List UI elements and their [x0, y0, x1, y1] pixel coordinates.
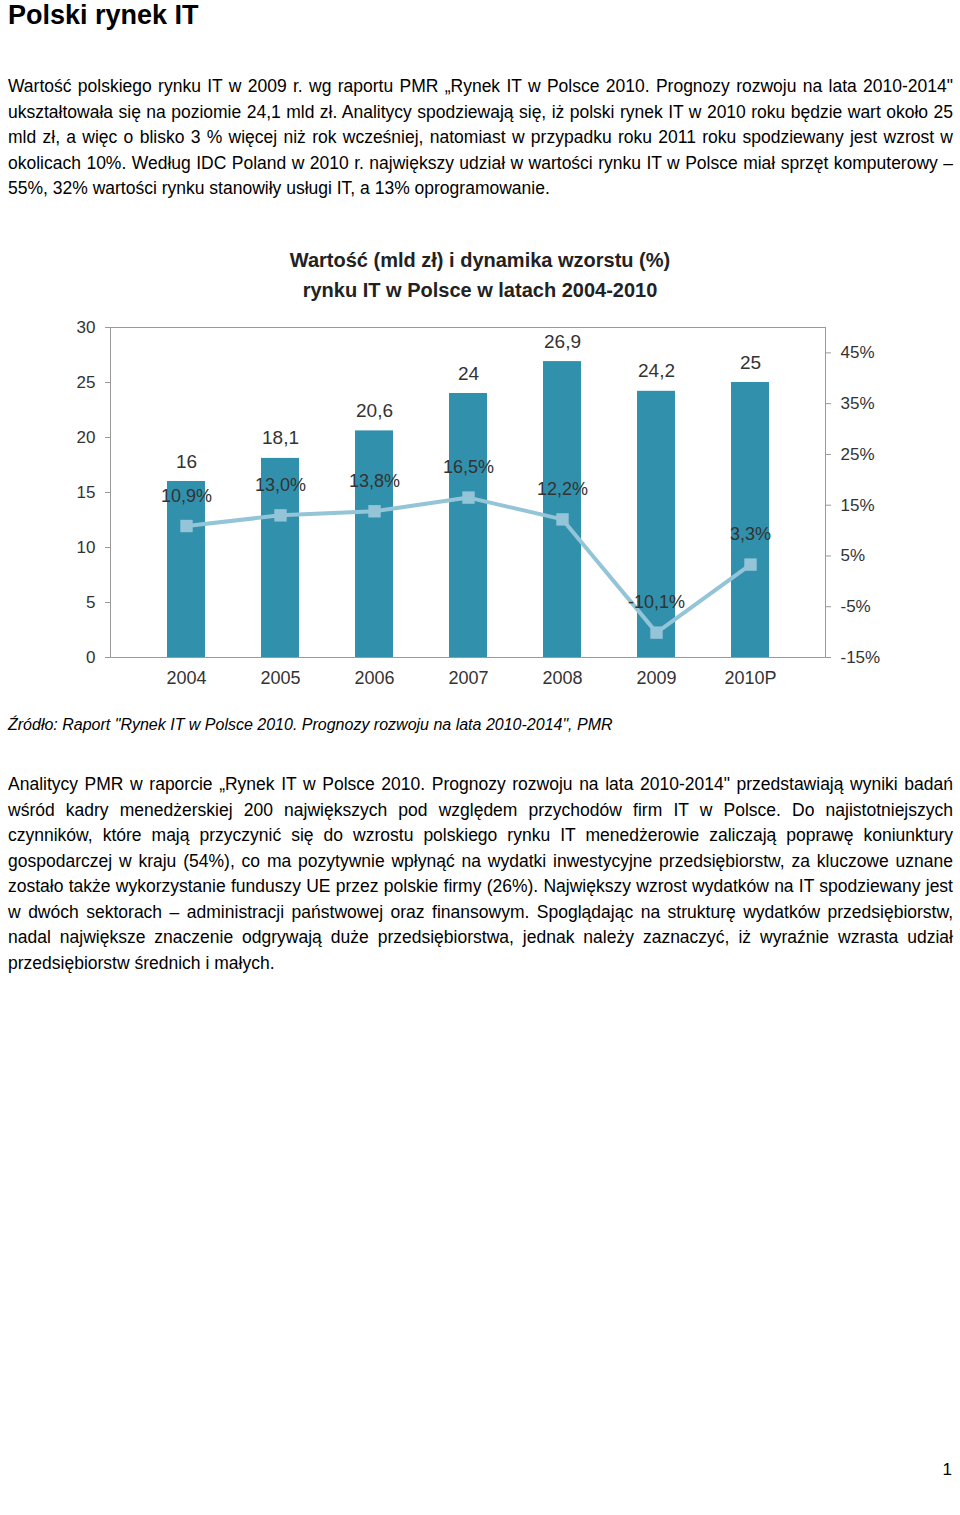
html-text:Analitycy PMR w raporcie „Ryne: Analitycy PMR w raporcie „Rynek IT w Pol… — [8, 774, 953, 973]
svg-text:25%: 25% — [841, 445, 875, 464]
svg-text:16,5%: 16,5% — [443, 457, 494, 477]
svg-text:25: 25 — [740, 352, 761, 373]
svg-text:2007: 2007 — [448, 668, 488, 688]
svg-text:24,2: 24,2 — [638, 360, 675, 381]
svg-text:5: 5 — [86, 593, 95, 612]
svg-text:26,9: 26,9 — [544, 331, 581, 352]
svg-text:2004: 2004 — [166, 668, 206, 688]
svg-text:-15%: -15% — [841, 648, 881, 667]
svg-text:13,0%: 13,0% — [255, 475, 306, 495]
svg-text:5%: 5% — [841, 546, 866, 565]
svg-text:2006: 2006 — [354, 668, 394, 688]
svg-text:3,3%: 3,3% — [730, 524, 771, 544]
svg-text:18,1: 18,1 — [262, 427, 299, 448]
svg-text:15%: 15% — [841, 496, 875, 515]
svg-text:2005: 2005 — [260, 668, 300, 688]
html-text:Wartość polskiego rynku IT w 2: Wartość polskiego rynku IT w 2009 r. wg … — [8, 76, 953, 198]
svg-text:10,9%: 10,9% — [161, 486, 212, 506]
svg-text:10: 10 — [77, 538, 96, 557]
html-text:Źródło: Raport "Rynek IT w Pol: Źródło: Raport "Rynek IT w Polsce 2010. … — [8, 716, 613, 733]
html-text:1: 1 — [942, 1460, 952, 1479]
svg-text:15: 15 — [77, 483, 96, 502]
svg-text:13,8%: 13,8% — [349, 471, 400, 491]
svg-text:30: 30 — [77, 318, 96, 337]
html-text:Polski rynek IT: Polski rynek IT — [8, 0, 199, 30]
svg-text:20,6: 20,6 — [356, 400, 393, 421]
svg-text:20: 20 — [77, 428, 96, 447]
svg-text:24: 24 — [458, 363, 480, 384]
svg-text:45%: 45% — [841, 343, 875, 362]
svg-text:2009: 2009 — [636, 668, 676, 688]
svg-text:12,2%: 12,2% — [537, 479, 588, 499]
svg-text:2010P: 2010P — [724, 668, 776, 688]
svg-text:-10,1%: -10,1% — [628, 592, 685, 612]
svg-text:-5%: -5% — [841, 597, 871, 616]
svg-text:2008: 2008 — [542, 668, 582, 688]
html-text:rynku IT w Polsce w latach 200: rynku IT w Polsce w latach 2004-2010 — [302, 279, 658, 301]
svg-text:25: 25 — [77, 373, 96, 392]
html-text:Wartość (mld zł) i dynamika wz: Wartość (mld zł) i dynamika wzorstu (%) — [289, 249, 671, 271]
svg-text:0: 0 — [86, 648, 95, 667]
svg-text:16: 16 — [176, 451, 197, 472]
svg-text:35%: 35% — [841, 394, 875, 413]
